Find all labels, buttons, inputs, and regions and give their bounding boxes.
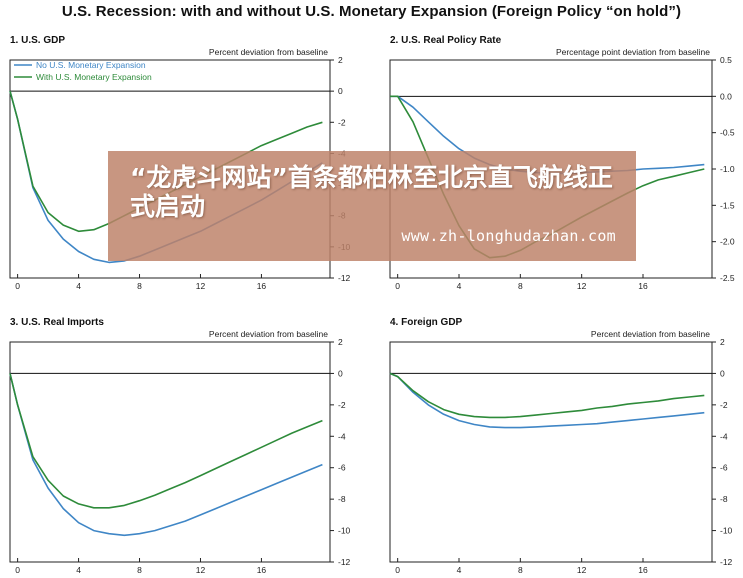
panel-4-frame	[389, 341, 713, 563]
panel-3-ytick-label: -4	[338, 431, 346, 441]
panel-2-xtick-label: 0	[395, 281, 400, 291]
panel-3-ytick-label: -10	[338, 526, 351, 536]
panel-1-ytick-label: 0	[338, 86, 343, 96]
panel-2-ytick-label: -1.0	[720, 164, 735, 174]
legend-label-no-expansion: No U.S. Monetary Expansion	[36, 60, 146, 70]
panel-3-ytick-label: -12	[338, 557, 351, 567]
panel-3-series-no-expansion	[9, 373, 323, 537]
panel-2-xtick-label: 4	[457, 281, 462, 291]
panel-3-ytick-label: 2	[338, 337, 343, 347]
panel-2-xtick-label: 12	[577, 281, 587, 291]
panel-1-ytick-label: -2	[338, 117, 346, 127]
panel-4-ytick-label: 2	[720, 337, 725, 347]
panel-3-title: 3. U.S. Real Imports	[10, 317, 104, 328]
panel-1-xtick-label: 12	[196, 281, 206, 291]
chart-title: U.S. Recession: with and without U.S. Mo…	[61, 3, 682, 20]
panel-3-xtick-label: 0	[15, 565, 20, 575]
panel-2-units: Percentage point deviation from baseline	[556, 47, 710, 57]
panel-1-xtick-label: 8	[137, 281, 142, 291]
panel-1-title: 1. U.S. GDP	[10, 35, 65, 46]
panel-2-ytick-label: -0.5	[720, 128, 735, 138]
panel-4-ytick-label: -6	[720, 463, 728, 473]
panel-2-xtick-label: 16	[638, 281, 648, 291]
panel-4-series-no-expansion	[389, 372, 705, 429]
panel-3-units: Percent deviation from baseline	[209, 329, 328, 339]
watermark-banner: “龙虎斗网站”首条都柏林至北京直飞航线正式启动 www.zh-longhudaz…	[108, 151, 636, 261]
panel-3-series-with-expansion	[9, 373, 323, 509]
panel-3-ytick-label: 0	[338, 368, 343, 378]
panel-4-ytick-label: -12	[720, 557, 733, 567]
panel-1-xtick-label: 16	[257, 281, 267, 291]
panel-2-title: 2. U.S. Real Policy Rate	[390, 35, 502, 46]
watermark-url: www.zh-longhudazhan.com	[401, 227, 616, 245]
panel-3-ytick-label: -2	[338, 400, 346, 410]
panel-3-xtick-label: 16	[257, 565, 267, 575]
panel-1-xtick-label: 4	[76, 281, 81, 291]
panel-4-title: 4. Foreign GDP	[390, 317, 463, 328]
panel-3-xtick-label: 8	[137, 565, 142, 575]
legend-label-with-expansion: With U.S. Monetary Expansion	[36, 72, 152, 82]
panel-2-ytick-label: -2.5	[720, 273, 735, 283]
panel-4-ytick-label: -10	[720, 526, 733, 536]
panel-3-xtick-label: 4	[76, 565, 81, 575]
panel-3-frame	[9, 341, 331, 563]
panel-4-xtick-label: 8	[518, 565, 523, 575]
panel-4-xtick-label: 0	[395, 565, 400, 575]
panel-4-ytick-label: 0	[720, 368, 725, 378]
panel-1-ytick-label: -12	[338, 273, 351, 283]
panel-4-xtick-label: 12	[577, 565, 587, 575]
panel-4-xtick-label: 16	[638, 565, 648, 575]
panel-3-ytick-label: -8	[338, 494, 346, 504]
panel-3-ytick-label: -6	[338, 463, 346, 473]
panel-4-ytick-label: -8	[720, 494, 728, 504]
panel-2-ytick-label: -1.5	[720, 200, 735, 210]
panel-1-ytick-label: 2	[338, 55, 343, 65]
panel-4-xtick-label: 4	[457, 565, 462, 575]
panel-1-units: Percent deviation from baseline	[209, 47, 328, 57]
panel-2-xtick-label: 8	[518, 281, 523, 291]
panel-4-ytick-label: -2	[720, 400, 728, 410]
panel-2-ytick-label: 0.0	[720, 91, 732, 101]
panel-4-series-with-expansion	[389, 372, 705, 419]
panel-4-units: Percent deviation from baseline	[591, 329, 710, 339]
panel-1-xtick-label: 0	[15, 281, 20, 291]
panel-3-xtick-label: 12	[196, 565, 206, 575]
panel-2-ytick-label: -2.0	[720, 237, 735, 247]
panel-4-ytick-label: -4	[720, 431, 728, 441]
panel-2-ytick-label: 0.5	[720, 55, 732, 65]
watermark-headline: “龙虎斗网站”首条都柏林至北京直飞航线正式启动	[130, 163, 613, 221]
